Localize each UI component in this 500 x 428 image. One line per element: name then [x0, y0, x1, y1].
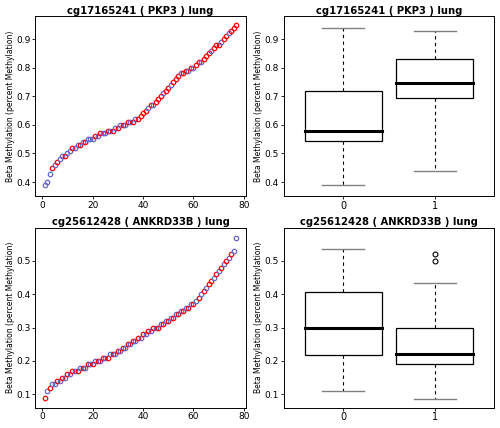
Y-axis label: Beta Methylation (percent Methylation): Beta Methylation (percent Methylation) [6, 31, 15, 182]
Title: cg17165241 ( PKP3 ) lung: cg17165241 ( PKP3 ) lung [316, 6, 462, 15]
Title: cg17165241 ( PKP3 ) lung: cg17165241 ( PKP3 ) lung [68, 6, 214, 15]
Bar [305, 291, 382, 355]
Title: cg25612428 ( ANKRD33B ) lung: cg25612428 ( ANKRD33B ) lung [300, 217, 478, 227]
Y-axis label: Beta Methylation (percent Methylation): Beta Methylation (percent Methylation) [6, 242, 15, 393]
Bar [396, 328, 473, 363]
Bar [305, 91, 382, 141]
Title: cg25612428 ( ANKRD33B ) lung: cg25612428 ( ANKRD33B ) lung [52, 217, 230, 227]
Y-axis label: Beta Methylation (percent Methylation): Beta Methylation (percent Methylation) [254, 242, 263, 393]
Y-axis label: Beta Methylation (percent Methylation): Beta Methylation (percent Methylation) [254, 31, 263, 182]
Bar [396, 59, 473, 98]
